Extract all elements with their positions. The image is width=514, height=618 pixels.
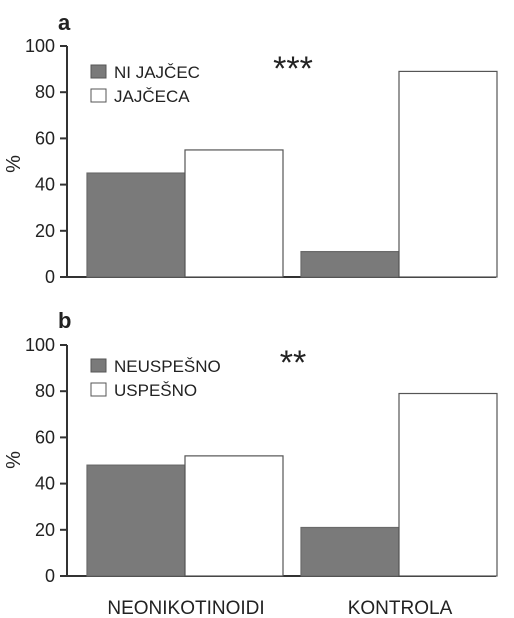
y-tick-label: 40 [35, 474, 55, 494]
legend-label-ni-jajcec: NI JAJČEC [114, 63, 200, 82]
y-tick-labels-b: 0 20 40 60 80 100 [25, 335, 55, 586]
category-label-neonikotinoidi: NEONIKOTINOIDI [107, 598, 264, 618]
y-tick-label: 80 [35, 82, 55, 102]
legend-label-neuspesno: NEUSPEŠNO [114, 357, 221, 376]
bar-dark-neonikotinoidi [86, 464, 186, 577]
bar-dark-kontrola [300, 526, 400, 577]
category-label-kontrola: KONTROLA [348, 598, 453, 618]
y-tick-labels-a: 0 20 40 60 80 100 [25, 36, 55, 287]
legend-b: NEUSPEŠNO USPEŠNO [90, 357, 221, 400]
legend-label-uspesno: USPEŠNO [114, 381, 197, 400]
y-ticks-b [60, 344, 67, 577]
y-axis-title-b: % [3, 451, 25, 469]
legend-a: NI JAJČEC JAJČECA [90, 63, 200, 106]
legend-label-jajceca: JAJČECA [114, 87, 190, 106]
y-tick-label: 0 [45, 566, 55, 586]
y-axis-title-a: % [3, 155, 25, 173]
legend-swatch-neuspesno [90, 358, 107, 373]
y-ticks-a [60, 45, 67, 278]
bar-light-kontrola [398, 70, 498, 278]
legend-swatch-ni-jajcec [90, 64, 107, 79]
y-tick-label: 60 [35, 427, 55, 447]
panel-a: a % 0 20 40 60 80 100 NI JAJČEC JAJČECA *** [3, 10, 498, 287]
bar-light-neonikotinoidi [184, 149, 284, 278]
bar-dark-neonikotinoidi [86, 172, 186, 278]
y-tick-label: 20 [35, 221, 55, 241]
panel-label-a: a [58, 10, 71, 35]
y-tick-label: 0 [45, 267, 55, 287]
y-tick-label: 20 [35, 520, 55, 540]
y-tick-label: 80 [35, 381, 55, 401]
bar-light-neonikotinoidi [184, 455, 284, 577]
significance-a: *** [273, 50, 313, 88]
y-tick-label: 100 [25, 36, 55, 56]
y-tick-label: 100 [25, 335, 55, 355]
panel-label-b: b [58, 308, 71, 333]
bars-b [86, 392, 498, 577]
panel-b: b % 0 20 40 60 80 100 NEUSPEŠNO USPEŠNO ** NE… [3, 308, 498, 618]
bars-a [86, 70, 498, 278]
y-tick-label: 40 [35, 175, 55, 195]
y-tick-label: 60 [35, 128, 55, 148]
bar-dark-kontrola [300, 250, 400, 278]
legend-swatch-jajceca [90, 88, 107, 103]
significance-b: ** [280, 344, 306, 382]
legend-swatch-uspesno [90, 382, 107, 397]
bar-light-kontrola [398, 392, 498, 577]
